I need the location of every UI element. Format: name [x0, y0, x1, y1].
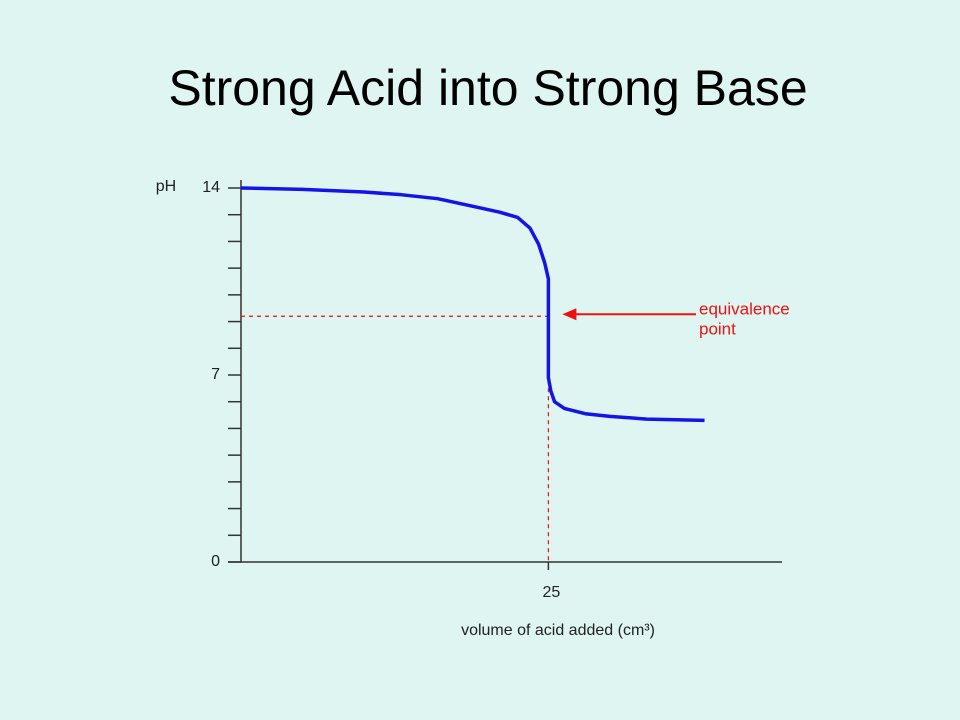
- y-tick-label: 14: [202, 179, 220, 196]
- annotation-text: point: [699, 319, 736, 338]
- x-tick-label: 25: [542, 584, 560, 601]
- y-tick-label: 7: [211, 366, 220, 383]
- y-tick-label: 0: [211, 553, 220, 570]
- x-axis-label: volume of acid added (cm³): [461, 622, 655, 639]
- annotation-arrow-head: [562, 308, 577, 321]
- titration-curve: [240, 186, 705, 423]
- y-axis-label: pH: [156, 178, 176, 195]
- annotation-text: equivalence: [699, 299, 790, 318]
- chart-title: Strong Acid into Strong Base: [168, 60, 807, 116]
